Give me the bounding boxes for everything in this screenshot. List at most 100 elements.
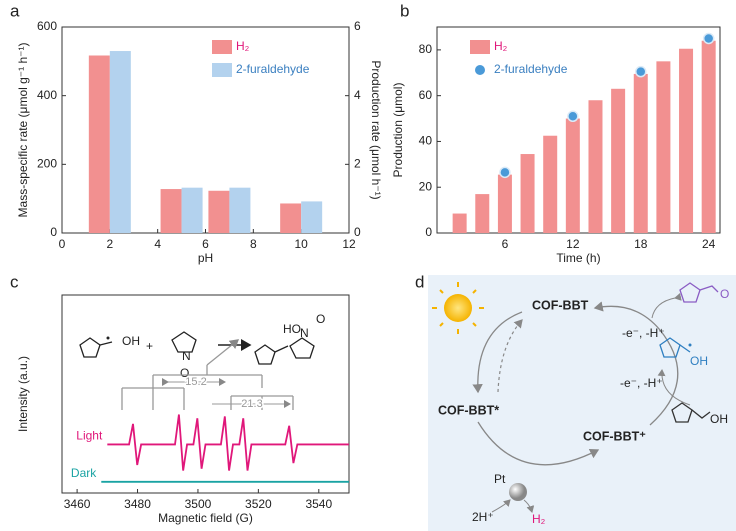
arrow: [206, 339, 240, 366]
y-tick-label: 20: [419, 179, 433, 193]
arrow: [657, 369, 691, 406]
arrow: [651, 292, 682, 319]
y-tick-label: 80: [419, 42, 433, 56]
x-tick-label: 0: [59, 237, 66, 251]
x-tick-label: 6: [502, 237, 509, 251]
bar: [280, 203, 302, 233]
y-axis-label: Production (μmol): [391, 83, 405, 178]
bond: [274, 345, 289, 353]
x-axis-label: Time (h): [556, 251, 600, 265]
molecule: [659, 337, 681, 358]
point: [702, 32, 715, 45]
y-tick-label: 200: [37, 157, 57, 171]
x-tick-label: 8: [250, 237, 257, 251]
bar: [229, 187, 251, 233]
sun: [444, 294, 472, 322]
molecule: [671, 402, 693, 423]
bar: [181, 187, 203, 233]
legend-swatch: [212, 63, 232, 77]
atom-label: N: [300, 326, 309, 340]
atom-label: OH: [710, 412, 728, 426]
panel-label: a: [10, 1, 20, 20]
x-tick-label: 3460: [64, 497, 91, 511]
panel-label: c: [10, 272, 19, 291]
series-label: Light: [76, 429, 103, 443]
bar: [497, 174, 512, 233]
step-label: -e⁻, -H⁺: [622, 326, 665, 340]
bar: [452, 213, 467, 233]
y-tick-label: 0: [50, 225, 57, 239]
legend-label: 2-furaldehyde: [494, 62, 568, 76]
bar: [679, 48, 694, 233]
y2-tick-label: 6: [354, 19, 361, 33]
legend-label: H₂: [494, 39, 508, 53]
ring: [254, 344, 276, 365]
x-tick-label: 3480: [124, 497, 151, 511]
arrow: [477, 421, 600, 466]
atom-label: O: [180, 366, 189, 380]
bar: [588, 100, 603, 233]
radical-dot: [106, 336, 110, 340]
bar: [301, 201, 323, 233]
radical-dot: [688, 343, 692, 347]
y-tick-label: 40: [419, 134, 433, 148]
arrow: [491, 499, 511, 513]
bar: [475, 194, 490, 233]
bar: [109, 51, 131, 234]
panel-label: b: [400, 1, 409, 20]
bar: [88, 55, 110, 233]
bar: [520, 154, 535, 233]
plus: +: [146, 339, 153, 353]
x-tick-label: 10: [294, 237, 308, 251]
arrow: [497, 319, 523, 393]
series-label: Dark: [71, 466, 97, 480]
x-tick-label: 12: [566, 237, 580, 251]
bar: [656, 61, 671, 234]
x-tick-label: 3500: [185, 497, 212, 511]
y-tick-label: 60: [419, 88, 433, 102]
y-tick-label: 600: [37, 19, 57, 33]
bar: [611, 88, 626, 233]
legend-marker: [475, 65, 485, 75]
molecule: [679, 282, 701, 303]
ring: [171, 331, 197, 353]
structures: OH + N O HO N O: [79, 312, 325, 410]
bar: [565, 118, 580, 233]
sun-rays: [432, 282, 484, 334]
bond: [679, 344, 691, 353]
pt-particle: [509, 483, 527, 501]
x-tick-label: 24: [702, 237, 716, 251]
point: [499, 166, 511, 179]
y2-tick-label: 2: [354, 157, 361, 171]
plot-frame: [61, 294, 350, 494]
y-tick-label: 0: [425, 225, 432, 239]
x-tick-label: 6: [202, 237, 209, 251]
x-axis-label: pH: [198, 251, 213, 265]
atom-label: OH: [122, 334, 140, 348]
bar: [701, 40, 716, 233]
x-axis-label: Magnetic field (G): [158, 511, 253, 525]
arrow: [472, 311, 523, 394]
bar: [160, 189, 182, 233]
atom-label: HO: [283, 322, 301, 336]
legend-swatch: [470, 40, 490, 54]
y2-axis-label: Production rate (μmol h⁻¹): [369, 60, 383, 199]
diagram: COF-BBT COF-BBT* COF-BBT⁺ -e⁻, -H⁺ -e⁻, …: [428, 275, 736, 531]
atom-label: O: [316, 312, 325, 326]
annotation: 15.2: [185, 376, 206, 388]
node: COF-BBT: [532, 298, 589, 312]
step-label: -e⁻, -H⁺: [620, 376, 663, 390]
bar: [633, 73, 648, 233]
point: [635, 65, 647, 78]
y2-tick-label: 0: [354, 225, 361, 239]
point: [567, 110, 579, 123]
legend-label: 2-furaldehyde: [236, 62, 310, 76]
atom-label: N: [182, 349, 191, 363]
bar: [208, 190, 230, 233]
atom-label: OH: [690, 354, 708, 368]
legend-label: H₂: [236, 39, 250, 53]
ring: [79, 337, 101, 358]
bond: [691, 409, 711, 419]
ring: [289, 337, 315, 359]
